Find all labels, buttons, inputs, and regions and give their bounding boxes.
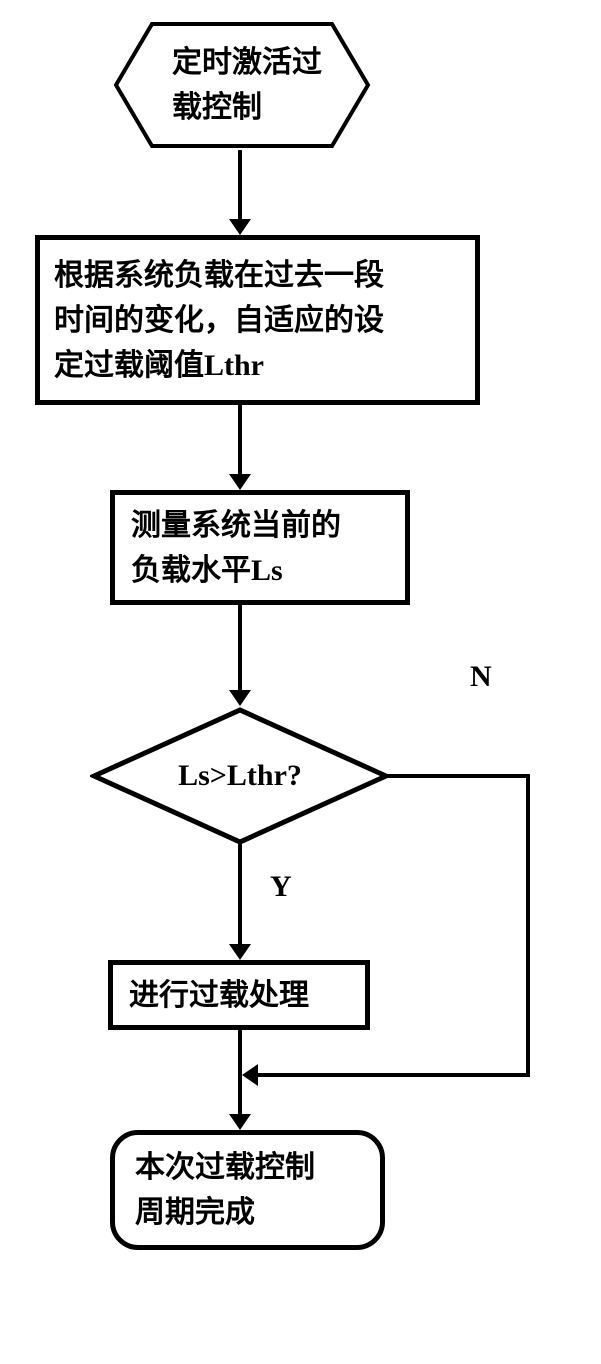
node-start: 定时激活过 载控制: [112, 20, 372, 150]
node-measure: 测量系统当前的 负载水平Ls: [110, 490, 410, 605]
node-start-text: 定时激活过 载控制: [157, 40, 337, 130]
label-no: N: [470, 660, 492, 694]
arrowhead-icon: [229, 219, 251, 235]
arrowhead-icon: [229, 474, 251, 490]
arrowhead-icon: [229, 690, 251, 706]
node-adapt: 根据系统负载在过去一段 时间的变化，自适应的设 定过载阈值Lthr: [35, 235, 480, 405]
node-end: 本次过载控制 周期完成: [110, 1130, 385, 1250]
label-yes: Y: [270, 870, 292, 904]
edge-decision-process: [238, 842, 242, 946]
node-process: 进行过载处理: [108, 960, 370, 1030]
arrowhead-icon: [229, 1114, 251, 1130]
arrowhead-icon: [242, 1064, 258, 1086]
flowchart-container: 定时激活过 载控制 根据系统负载在过去一段 时间的变化，自适应的设 定过载阈值L…: [0, 0, 601, 1364]
edge-adapt-measure: [238, 405, 242, 476]
edge-measure-decision: [238, 605, 242, 692]
edge-start-adapt: [238, 150, 242, 221]
node-decision: Ls>Lthr?: [90, 706, 390, 846]
edge-no-v: [526, 774, 530, 1077]
edge-no-h2: [257, 1073, 530, 1077]
node-decision-text: Ls>Lthr?: [90, 706, 390, 846]
arrowhead-icon: [229, 944, 251, 960]
edge-no-h1: [386, 774, 530, 778]
